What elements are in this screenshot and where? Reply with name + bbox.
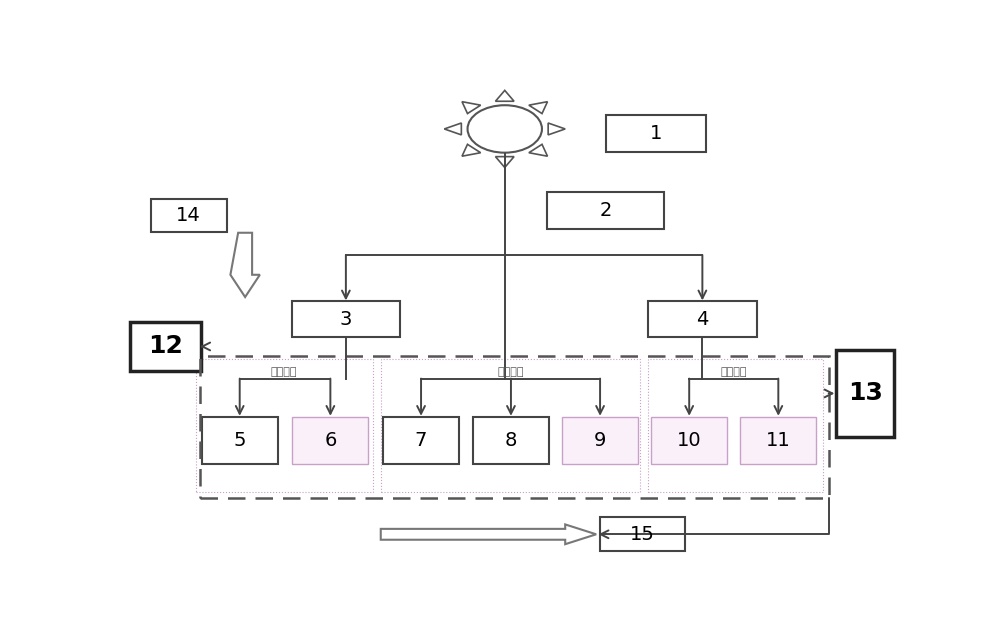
Text: 7: 7 (415, 431, 427, 450)
Text: 9: 9 (594, 431, 606, 450)
Text: 12: 12 (148, 334, 183, 358)
FancyBboxPatch shape (130, 322, 201, 371)
FancyBboxPatch shape (740, 417, 816, 464)
Text: 6: 6 (324, 431, 337, 450)
FancyBboxPatch shape (383, 417, 459, 464)
Text: 11: 11 (766, 431, 791, 450)
Text: 8: 8 (505, 431, 517, 450)
FancyBboxPatch shape (473, 417, 549, 464)
Polygon shape (495, 157, 514, 168)
Polygon shape (548, 123, 565, 135)
FancyBboxPatch shape (151, 200, 227, 232)
Text: 15: 15 (630, 525, 655, 544)
FancyBboxPatch shape (292, 302, 400, 337)
FancyBboxPatch shape (606, 116, 706, 152)
FancyBboxPatch shape (292, 417, 368, 464)
Polygon shape (495, 91, 514, 101)
FancyBboxPatch shape (562, 417, 638, 464)
Text: （三级）: （三级） (498, 367, 524, 377)
Polygon shape (381, 525, 596, 544)
FancyBboxPatch shape (651, 417, 727, 464)
Text: 13: 13 (848, 381, 883, 405)
Text: 10: 10 (677, 431, 702, 450)
FancyBboxPatch shape (547, 192, 664, 229)
Polygon shape (462, 101, 481, 114)
Text: 14: 14 (176, 206, 201, 225)
FancyBboxPatch shape (600, 517, 685, 551)
FancyBboxPatch shape (836, 350, 894, 437)
Polygon shape (529, 144, 547, 156)
Text: （三级）: （三级） (271, 367, 297, 377)
Text: 5: 5 (233, 431, 246, 450)
Text: 1: 1 (650, 125, 662, 143)
FancyBboxPatch shape (202, 417, 278, 464)
Text: （三级）: （三级） (720, 367, 747, 377)
Text: 3: 3 (340, 310, 352, 329)
Polygon shape (529, 101, 547, 114)
Text: 4: 4 (696, 310, 709, 329)
Polygon shape (230, 233, 260, 297)
Polygon shape (462, 144, 481, 156)
FancyBboxPatch shape (648, 302, 757, 337)
Polygon shape (444, 123, 461, 135)
Text: 2: 2 (599, 201, 612, 220)
